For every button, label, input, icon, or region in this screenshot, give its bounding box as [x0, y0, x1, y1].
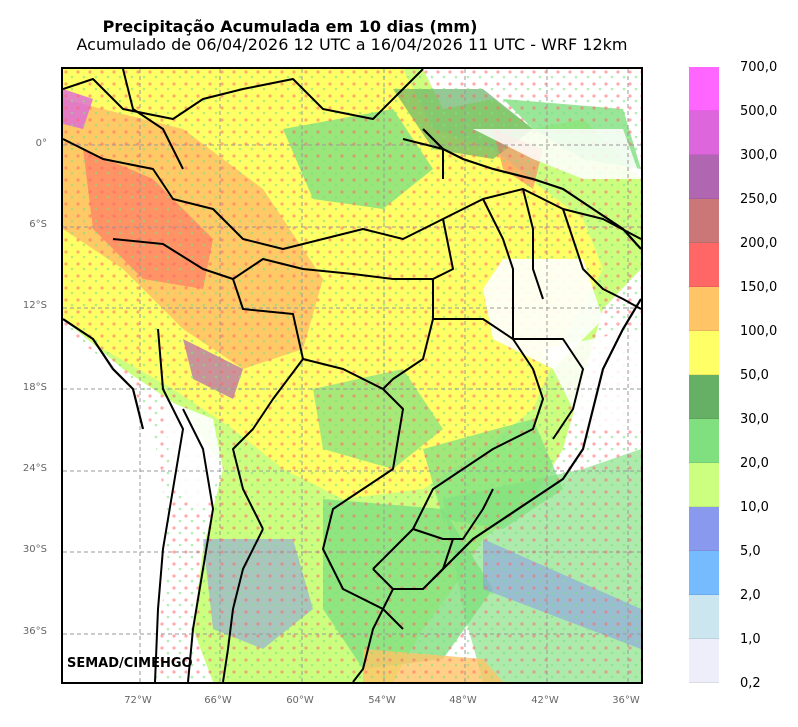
colorbar-label: 10,0: [740, 500, 769, 515]
lat-label: 36°S: [22, 626, 47, 637]
colorbar-swatch: [689, 67, 719, 111]
colorbar-swatch: [689, 243, 719, 287]
colorbar-label: 100,0: [740, 324, 778, 339]
lon-label: 66°W: [204, 695, 232, 706]
colorbar-swatch: [689, 419, 719, 463]
colorbar-label: 0,2: [740, 676, 761, 691]
lat-label: 18°S: [22, 382, 47, 393]
lat-label: 12°S: [22, 300, 47, 311]
colorbar-swatch: [689, 111, 719, 155]
lon-label: 42°W: [531, 695, 559, 706]
map-title: Precipitação Acumulada em 10 dias (mm): [102, 17, 478, 36]
colorbar-label: 5,0: [740, 544, 761, 559]
colorbar-swatch: [689, 639, 719, 683]
lon-label: 54°W: [368, 695, 396, 706]
colorbar-label: 250,0: [740, 192, 778, 207]
credit-label: SEMAD/CIMEHGO: [67, 656, 193, 671]
colorbar-label: 700,0: [740, 60, 778, 75]
lat-label: 30°S: [22, 544, 47, 555]
colorbar-swatch: [689, 507, 719, 551]
colorbar-swatch: [689, 199, 719, 243]
map-canvas: [63, 69, 641, 682]
colorbar: [689, 67, 719, 683]
colorbar-swatch: [689, 595, 719, 639]
lon-label: 72°W: [124, 695, 152, 706]
colorbar-swatch: [689, 155, 719, 199]
colorbar-swatch: [689, 551, 719, 595]
colorbar-swatch: [689, 463, 719, 507]
map-subtitle: Acumulado de 06/04/2026 12 UTC a 16/04/2…: [76, 35, 628, 54]
colorbar-label: 20,0: [740, 456, 769, 471]
lon-label: 36°W: [612, 695, 640, 706]
colorbar-swatch: [689, 287, 719, 331]
lon-label: 48°W: [449, 695, 477, 706]
lat-label: 6°S: [29, 219, 47, 230]
colorbar-label: 500,0: [740, 104, 778, 119]
colorbar-label: 2,0: [740, 588, 761, 603]
colorbar-swatch: [689, 375, 719, 419]
colorbar-label: 1,0: [740, 632, 761, 647]
colorbar-label: 200,0: [740, 236, 778, 251]
colorbar-label: 300,0: [740, 148, 778, 163]
lon-label: 60°W: [286, 695, 314, 706]
colorbar-label: 30,0: [740, 412, 769, 427]
lat-label: 0°: [35, 138, 47, 149]
lat-label: 24°S: [22, 463, 47, 474]
colorbar-label: 50,0: [740, 368, 769, 383]
colorbar-swatch: [689, 331, 719, 375]
colorbar-label: 150,0: [740, 280, 778, 295]
precipitation-map: [61, 67, 643, 684]
